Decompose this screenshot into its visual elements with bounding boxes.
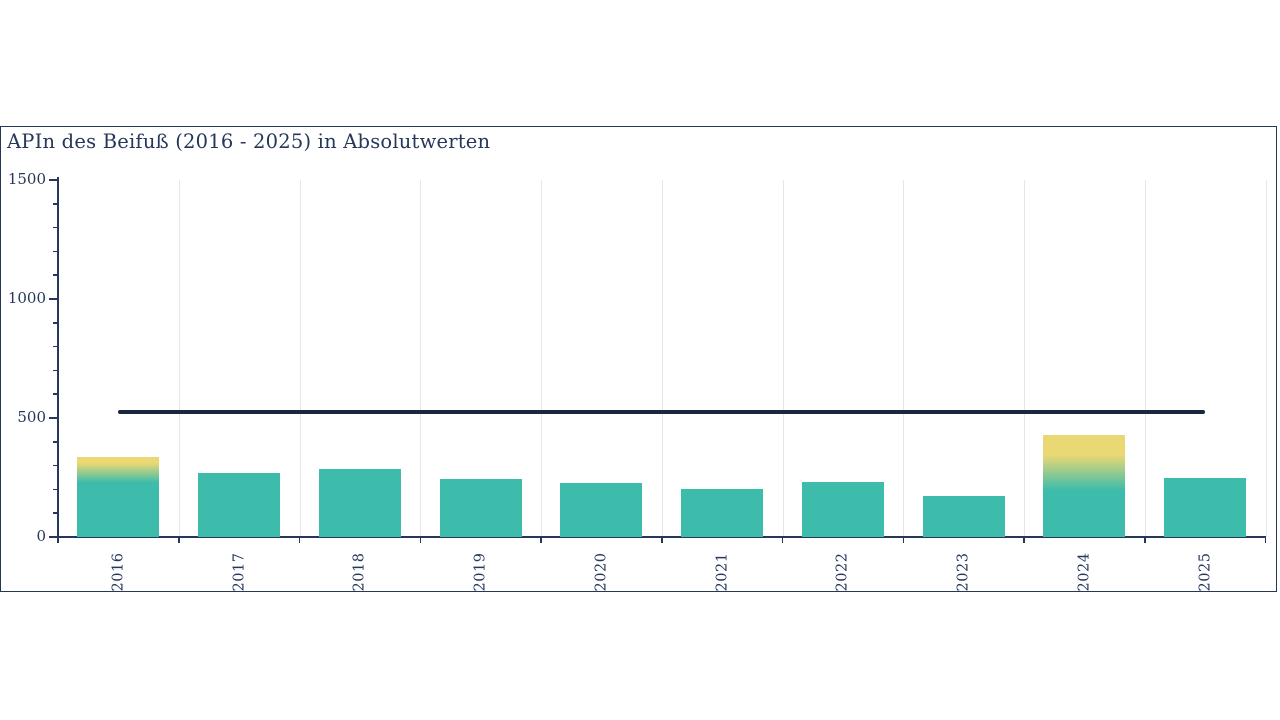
bar-2023[interactable] bbox=[922, 496, 1005, 537]
x-axis-tick-label-text: 2017 bbox=[231, 552, 248, 592]
x-axis-tick-label: 2023 bbox=[942, 544, 986, 600]
y-axis-tick-label: 500 bbox=[17, 408, 46, 426]
vertical-gridline bbox=[903, 180, 905, 537]
bar-2016[interactable] bbox=[77, 457, 160, 537]
x-axis-tick bbox=[1023, 537, 1025, 543]
x-axis-tick-label-text: 2016 bbox=[110, 552, 127, 592]
x-axis-tick-label-text: 2023 bbox=[955, 552, 972, 592]
x-axis-tick-label-text: 2020 bbox=[593, 552, 610, 592]
bar-2021[interactable] bbox=[681, 489, 764, 537]
x-axis-tick-label: 2018 bbox=[338, 544, 382, 600]
x-axis-tick-label: 2019 bbox=[459, 544, 503, 600]
vertical-gridline bbox=[1265, 180, 1267, 537]
y-axis-minor-tick bbox=[53, 393, 58, 395]
bar-2018[interactable] bbox=[318, 469, 401, 537]
x-axis-tick bbox=[661, 537, 663, 543]
x-axis-tick-label-text: 2018 bbox=[351, 552, 368, 592]
vertical-gridline bbox=[1024, 180, 1025, 537]
bar-2022[interactable] bbox=[801, 482, 884, 537]
bar-2017[interactable] bbox=[198, 472, 281, 537]
x-axis-tick-label: 2025 bbox=[1183, 544, 1227, 600]
vertical-gridline bbox=[661, 180, 663, 537]
y-axis-minor-tick bbox=[53, 512, 58, 514]
x-axis-tick-label-text: 2025 bbox=[1197, 552, 1214, 592]
bar-2025[interactable] bbox=[1164, 477, 1247, 537]
y-axis-minor-tick bbox=[53, 369, 58, 372]
y-axis-minor-tick bbox=[53, 441, 58, 443]
y-axis-minor-tick bbox=[53, 345, 58, 348]
y-axis-minor-tick bbox=[53, 488, 58, 491]
y-axis-minor-tick bbox=[53, 250, 58, 253]
x-axis-tick bbox=[419, 537, 421, 543]
x-axis-tick-label-text: 2019 bbox=[472, 552, 489, 592]
x-axis-tick-label: 2021 bbox=[700, 544, 744, 600]
vertical-gridline bbox=[782, 180, 784, 537]
y-axis-tick-label: 1000 bbox=[7, 289, 46, 307]
x-axis-tick-label: 2020 bbox=[579, 544, 623, 600]
y-axis-minor-tick bbox=[53, 226, 58, 229]
x-axis-tick-label-text: 2024 bbox=[1076, 552, 1093, 592]
vertical-gridline bbox=[541, 180, 542, 537]
y-axis-major-tick bbox=[49, 536, 58, 538]
y-axis-minor-tick bbox=[53, 274, 58, 276]
reference-line-series[interactable] bbox=[118, 410, 1206, 415]
bar-2024[interactable] bbox=[1043, 434, 1126, 537]
vertical-gridline bbox=[299, 180, 301, 537]
chart-title: APIn des Beifuß (2016 - 2025) in Absolut… bbox=[7, 130, 491, 153]
x-axis-tick bbox=[902, 537, 904, 543]
x-axis-tick bbox=[781, 537, 784, 543]
x-axis-tick bbox=[540, 537, 542, 543]
vertical-gridline bbox=[178, 180, 180, 537]
y-axis-tick-label: 1500 bbox=[7, 170, 46, 188]
x-axis-line bbox=[57, 536, 1267, 538]
x-axis-tick bbox=[178, 537, 180, 543]
x-axis-tick-label: 2017 bbox=[217, 544, 261, 600]
y-axis-minor-tick bbox=[53, 464, 58, 467]
x-axis-tick-label: 2022 bbox=[821, 544, 865, 600]
x-axis-tick-label-text: 2022 bbox=[834, 552, 851, 592]
y-axis-tick-label: 0 bbox=[36, 527, 46, 545]
y-axis-minor-tick bbox=[53, 203, 58, 205]
bar-2019[interactable] bbox=[439, 478, 522, 537]
x-axis-tick-label-text: 2021 bbox=[714, 552, 731, 592]
x-axis-tick-label: 2016 bbox=[96, 544, 140, 600]
vertical-gridline bbox=[420, 180, 422, 537]
y-axis-line bbox=[57, 177, 59, 537]
x-axis-tick bbox=[1264, 537, 1267, 543]
x-axis-tick bbox=[57, 537, 59, 543]
x-axis-tick-label: 2024 bbox=[1062, 544, 1106, 600]
y-axis-major-tick bbox=[49, 298, 58, 300]
y-axis-minor-tick bbox=[53, 322, 58, 324]
y-axis-major-tick bbox=[49, 417, 58, 419]
bar-2020[interactable] bbox=[560, 483, 643, 537]
x-axis-tick bbox=[298, 537, 301, 543]
x-axis-tick bbox=[1144, 537, 1146, 543]
vertical-gridline bbox=[1144, 180, 1146, 537]
y-axis-major-tick bbox=[49, 179, 58, 181]
